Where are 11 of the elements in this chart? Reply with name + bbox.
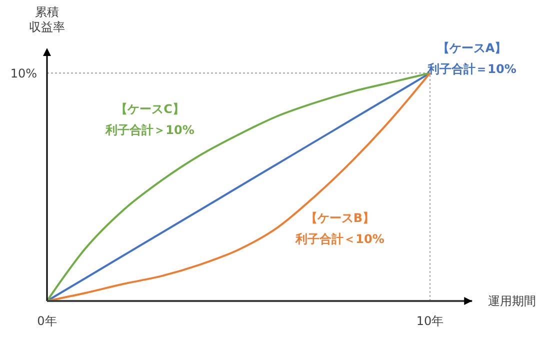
x-tick-label: 10年 (416, 314, 444, 328)
y-axis-title: 累積収益率 (29, 5, 65, 34)
annotation: 利子合計＜10% (294, 232, 384, 246)
x-tick-label: 0年 (37, 314, 57, 328)
series-label: 【ケースA】 (437, 41, 507, 56)
text: 10% (10, 66, 37, 80)
annotation: 利子合計＝10% (426, 62, 516, 76)
x-axis-title: 運用期間 (488, 294, 536, 308)
series-label: 【ケースB】 (305, 211, 375, 225)
text: 【ケースC】 (116, 102, 184, 116)
annotation: 利子合計＞10% (104, 123, 194, 137)
